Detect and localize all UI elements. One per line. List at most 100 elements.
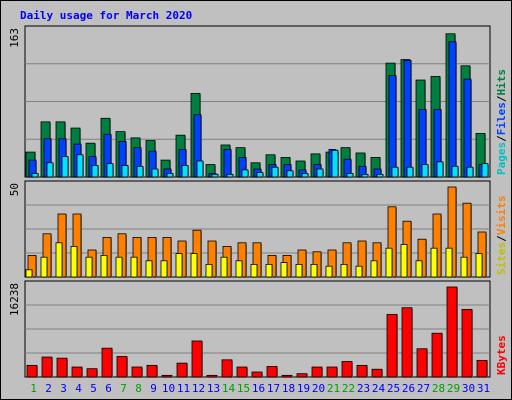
bar-sites-day-22 (340, 263, 348, 278)
bar-pages-day-4 (76, 154, 84, 178)
x-tick-label-3: 3 (60, 382, 67, 395)
bar-sites-day-8 (130, 256, 138, 278)
x-tick-label-4: 4 (75, 382, 82, 395)
bar-sites-day-18 (280, 262, 288, 278)
bar-kbytes-day-13 (206, 374, 218, 378)
x-tick-label-2: 2 (45, 382, 52, 395)
bar-pages-day-27 (421, 164, 429, 178)
bar-sites-day-10 (160, 260, 168, 278)
x-tick-label-21: 21 (327, 382, 340, 395)
bar-kbytes-day-15 (236, 366, 248, 378)
bar-kbytes-day-21 (326, 366, 338, 378)
bar-kbytes-day-9 (146, 364, 158, 378)
x-tick-label-24: 24 (372, 382, 386, 395)
bar-kbytes-day-2 (41, 356, 53, 378)
bar-kbytes-day-20 (311, 366, 323, 378)
bar-files-day-29 (448, 41, 457, 178)
bar-kbytes-day-22 (341, 361, 353, 378)
bar-pages-day-8 (136, 165, 144, 178)
bar-kbytes-day-26 (401, 307, 413, 378)
bar-sites-day-24 (370, 260, 378, 278)
bar-sites-day-12 (190, 253, 198, 278)
bar-sites-day-29 (445, 247, 453, 278)
bar-pages-day-9 (151, 168, 159, 178)
legend-panel-2: Sites/Visits (495, 196, 508, 276)
bar-kbytes-day-23 (356, 364, 368, 378)
bar-kbytes-day-16 (251, 371, 263, 378)
bar-sites-day-17 (265, 263, 273, 278)
bar-sites-day-14 (220, 256, 228, 278)
bar-kbytes-day-31 (476, 359, 488, 378)
x-tick-label-6: 6 (105, 382, 112, 395)
bar-sites-day-27 (415, 260, 423, 278)
bar-kbytes-day-14 (221, 359, 233, 378)
bar-pages-day-10 (166, 173, 174, 178)
bar-kbytes-day-25 (386, 313, 398, 378)
legend-files: Files (495, 102, 508, 135)
x-tick-label-5: 5 (90, 382, 97, 395)
bar-sites-day-13 (205, 263, 213, 278)
panel-1: 163 Pages/Files/Hits (8, 25, 508, 178)
bar-files-day-25 (388, 75, 397, 178)
bar-pages-day-24 (376, 173, 384, 178)
x-tick-label-8: 8 (135, 382, 142, 395)
bar-kbytes-day-19 (296, 373, 308, 378)
bar-files-day-14 (223, 149, 232, 178)
bar-pages-day-25 (391, 166, 399, 178)
bar-pages-day-30 (466, 166, 474, 178)
x-tick-label-1: 1 (30, 382, 37, 395)
legend-hits: Hits (495, 69, 508, 96)
x-tick-label-30: 30 (462, 382, 475, 395)
bar-sites-day-1 (25, 269, 33, 278)
bar-pages-day-15 (241, 169, 249, 178)
bar-pages-day-3 (61, 156, 69, 178)
x-tick-label-31: 31 (477, 382, 490, 395)
bar-pages-day-12 (196, 160, 204, 178)
x-tick-label-23: 23 (357, 382, 370, 395)
bar-pages-day-5 (91, 165, 99, 178)
bar-files-day-26 (403, 60, 412, 178)
bar-sites-day-3 (55, 242, 63, 278)
x-tick-label-22: 22 (342, 382, 355, 395)
x-tick-label-18: 18 (282, 382, 295, 395)
bar-sites-day-11 (175, 253, 183, 278)
bar-sites-day-25 (385, 247, 393, 278)
bar-pages-day-11 (181, 165, 189, 178)
bar-kbytes-day-6 (101, 347, 113, 378)
panel-2: 50 Sites/Visits (8, 180, 508, 278)
x-tick-label-29: 29 (447, 382, 460, 395)
bar-kbytes-day-28 (431, 332, 443, 378)
bar-kbytes-day-10 (161, 374, 173, 378)
bar-pages-day-6 (106, 163, 114, 178)
bar-sites-day-19 (295, 263, 303, 278)
x-tick-label-10: 10 (162, 382, 175, 395)
bar-pages-day-14 (226, 173, 234, 178)
x-tick-label-15: 15 (237, 382, 250, 395)
bar-sites-day-16 (250, 263, 258, 278)
bar-sites-day-6 (100, 254, 108, 278)
bar-sites-day-30 (460, 256, 468, 278)
x-tick-label-13: 13 (207, 382, 220, 395)
x-tick-label-12: 12 (192, 382, 205, 395)
bar-pages-day-13 (211, 173, 219, 178)
bar-kbytes-day-1 (26, 364, 38, 378)
x-tick-label-27: 27 (417, 382, 430, 395)
bar-kbytes-day-5 (86, 368, 98, 378)
bar-kbytes-day-17 (266, 366, 278, 378)
bar-pages-day-1 (31, 173, 39, 178)
bar-sites-day-21 (325, 265, 333, 278)
bar-pages-day-7 (121, 165, 129, 178)
bar-kbytes-day-30 (461, 308, 473, 378)
bar-pages-day-18 (286, 170, 294, 178)
bar-sites-day-9 (145, 260, 153, 278)
x-tick-label-28: 28 (432, 382, 445, 395)
bar-sites-day-28 (430, 247, 438, 278)
bar-sites-day-20 (310, 263, 318, 278)
x-tick-label-26: 26 (402, 382, 415, 395)
bar-sites-day-31 (475, 253, 483, 278)
x-tick-label-20: 20 (312, 382, 325, 395)
bar-sites-day-15 (235, 260, 243, 278)
bar-sites-day-26 (400, 244, 408, 278)
legend-pages: Pages (495, 142, 508, 175)
